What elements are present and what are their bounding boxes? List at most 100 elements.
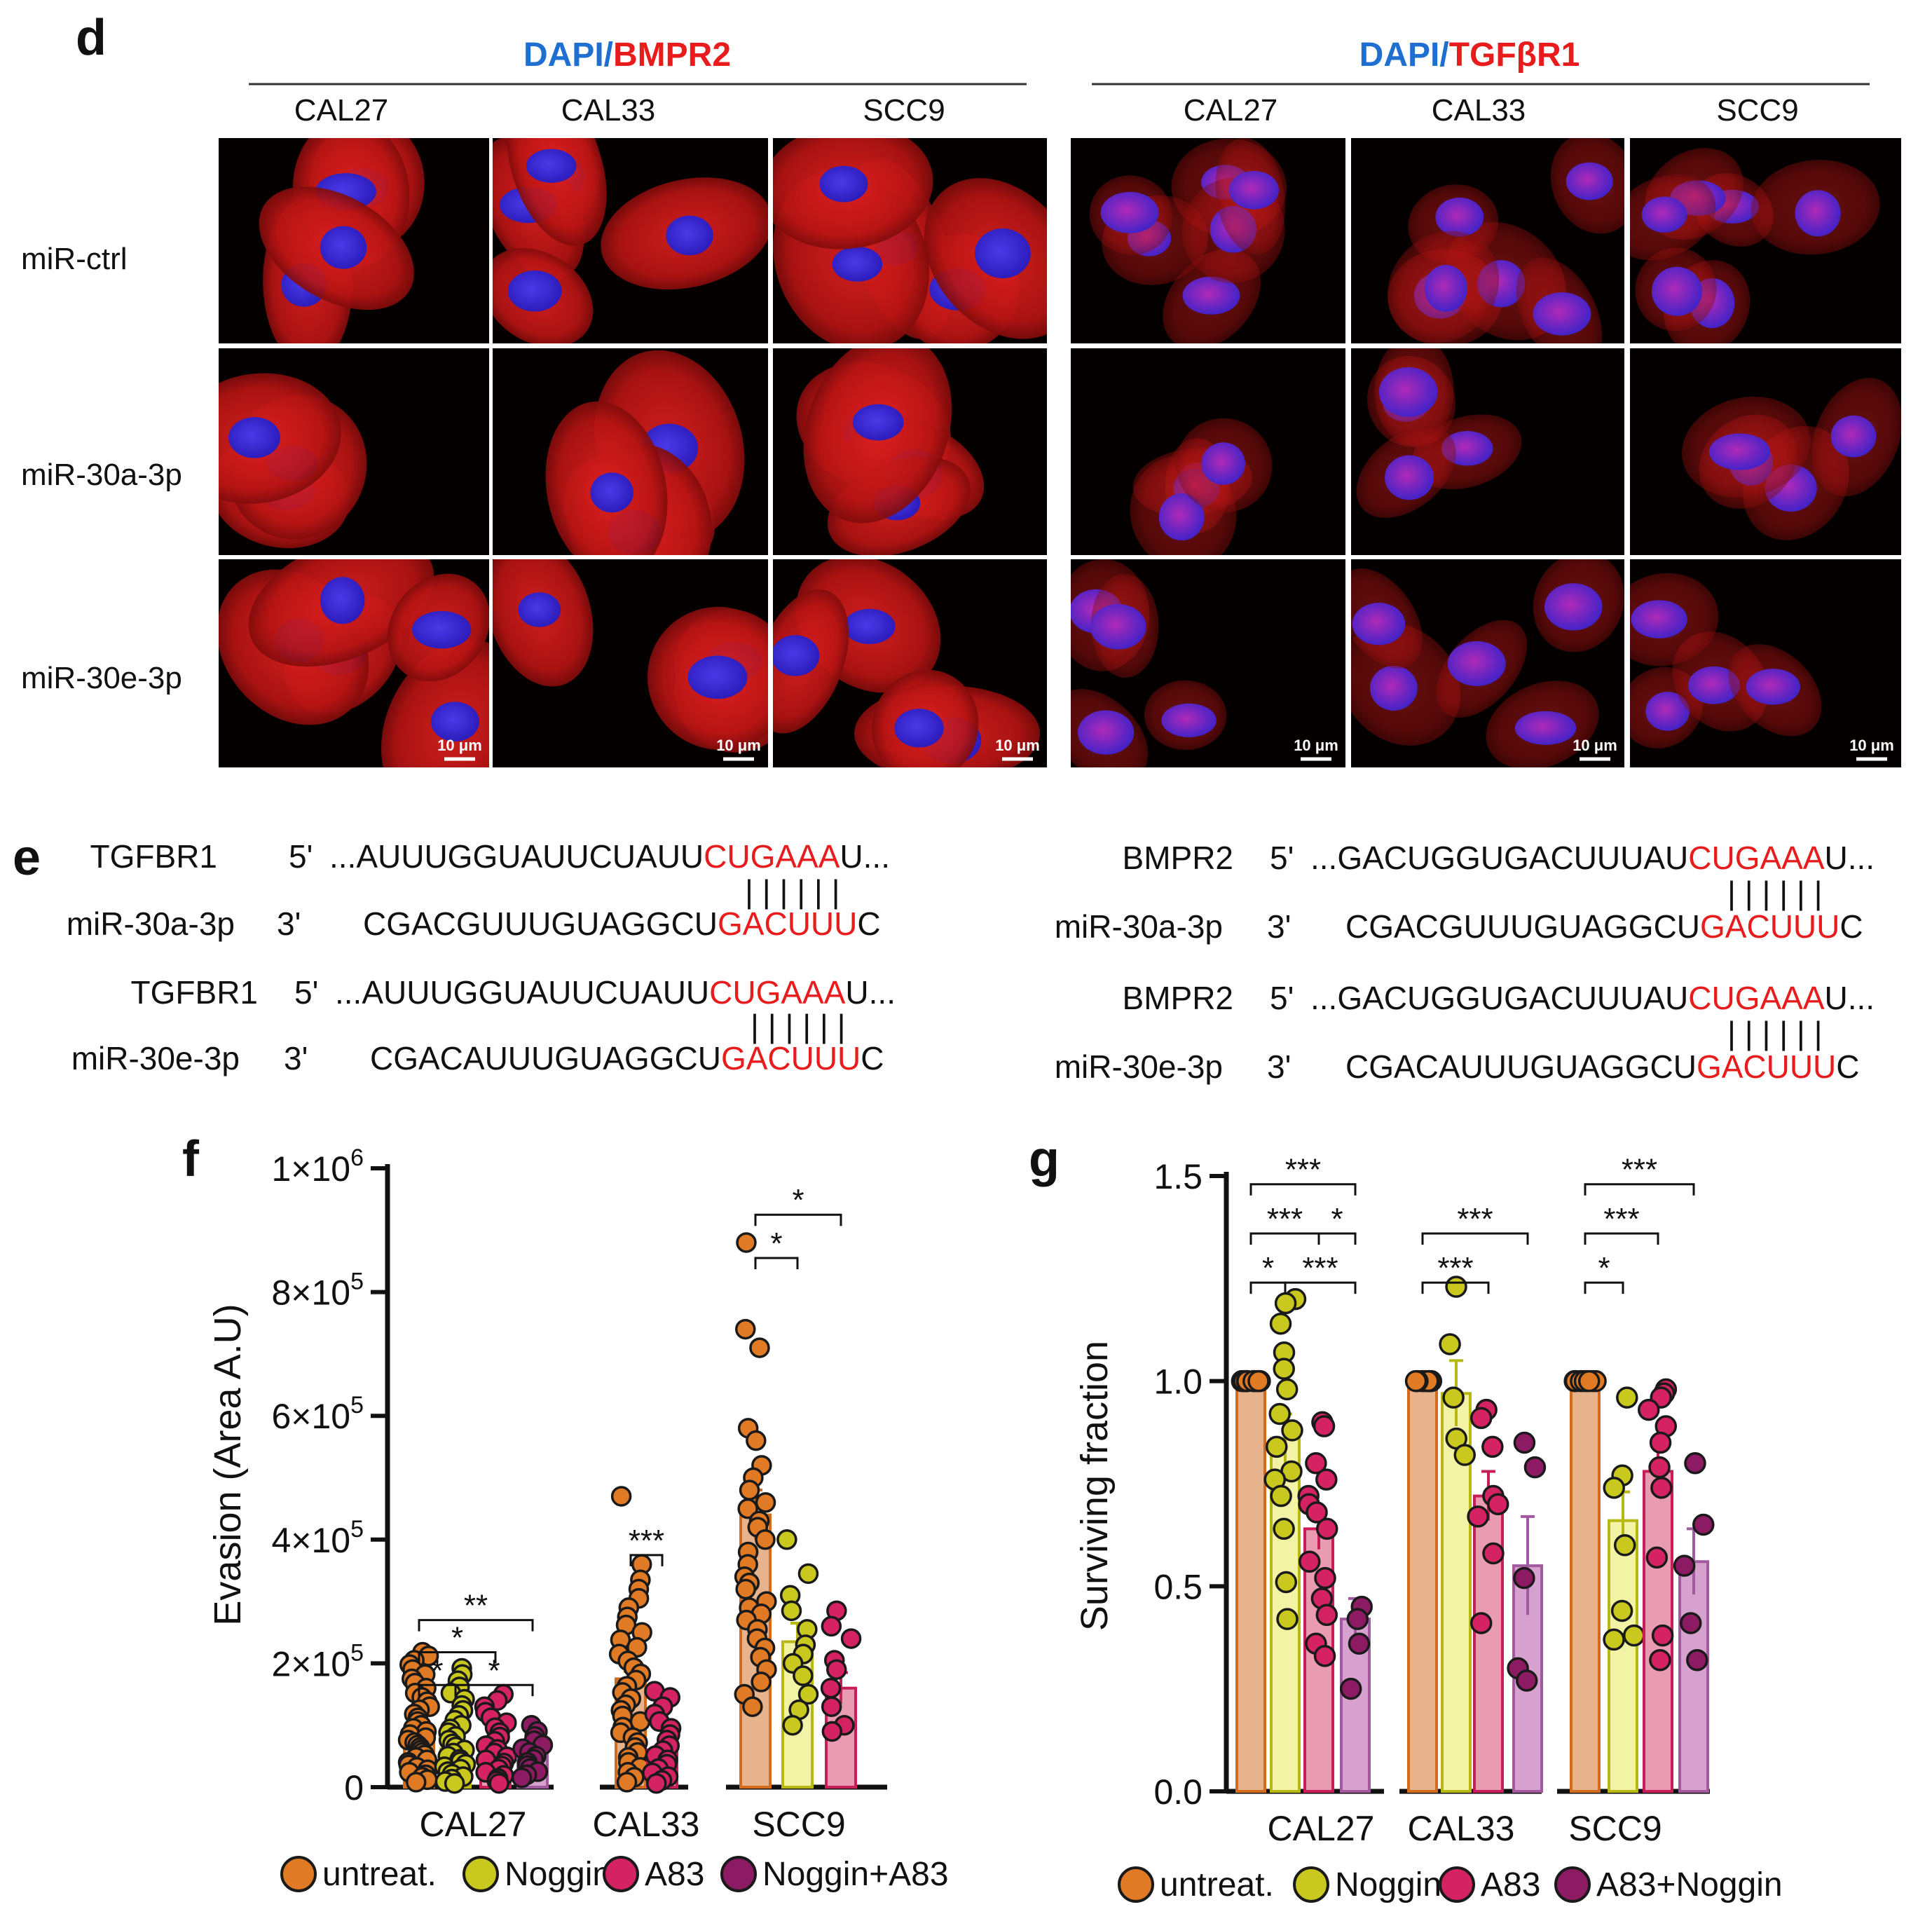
data-point: [1281, 1419, 1303, 1442]
column-label: CAL27: [294, 93, 389, 128]
data-point: [1622, 1624, 1645, 1647]
data-point: [616, 1772, 638, 1793]
cell-nucleus: [1708, 433, 1771, 470]
scale-bar-label: 10 μm: [1294, 737, 1338, 754]
significance-label: ***: [1267, 1202, 1303, 1236]
alignment-block: BMPR2 5' ...GACUGGUGACUUUAUCUGAAAU... | …: [1055, 840, 1875, 945]
bar: [1678, 1560, 1709, 1793]
data-point: [1481, 1435, 1504, 1458]
significance-label: *: [451, 1621, 463, 1655]
significance-bracket: [1317, 1232, 1357, 1245]
cell-nucleus: [1090, 603, 1146, 650]
data-point: [746, 1430, 767, 1451]
bar: [1235, 1379, 1266, 1793]
legend-label: A83: [1481, 1866, 1540, 1903]
cell-nucleus: [1078, 710, 1135, 755]
micrograph-tile: [219, 348, 489, 555]
cell-nucleus: [518, 592, 561, 627]
micrograph-content: [1356, 348, 1522, 518]
data-point: [1348, 1632, 1371, 1655]
data-point: [1651, 1624, 1674, 1647]
cell-nucleus: [1378, 367, 1438, 417]
data-point: [1603, 1628, 1625, 1651]
data-point: [1649, 1648, 1671, 1672]
y-tick-label: 1.5: [1153, 1157, 1203, 1196]
chart-g: 0.0 0.5 1.0 1.5 Surviving fraction CAL27 CAL33…: [1074, 1153, 1783, 1903]
legend-label: A83+Noggin: [1596, 1866, 1783, 1903]
legend-swatch: [1439, 1866, 1475, 1903]
gene-sequence: ...AUUUGGUAUUCUAUUCUGAAAU...: [335, 974, 896, 1011]
significance-bracket: [754, 1257, 799, 1270]
micrograph-content: [493, 559, 768, 753]
data-point: [1273, 1358, 1295, 1380]
data-point: [1577, 1369, 1601, 1393]
data-point: [1276, 1608, 1299, 1630]
data-point: [1306, 1501, 1328, 1524]
panel-g-letter: g: [1029, 1131, 1060, 1187]
cell-nucleus: [1100, 191, 1159, 233]
cell-nucleus: [228, 417, 281, 458]
data-point: [1274, 1292, 1297, 1315]
gene-end: 5': [1270, 840, 1294, 876]
significance-bracket: [418, 1651, 497, 1664]
y-tick-label: 0.5: [1153, 1567, 1203, 1606]
micrograph-tile: [773, 138, 1047, 343]
legend-swatch: [720, 1856, 757, 1892]
data-point: [406, 1772, 427, 1793]
significance-label: ***: [1457, 1202, 1493, 1236]
mirna-name: miR-30a-3p: [1055, 908, 1223, 945]
data-point: [1314, 1566, 1336, 1590]
data-point: [1684, 1451, 1706, 1475]
mirna-name: miR-30e-3p: [71, 1040, 240, 1076]
micrograph-tile: [219, 138, 489, 343]
micrograph-content: [1630, 148, 1880, 343]
bar: [1473, 1494, 1504, 1793]
y-axis-label: Surviving fraction: [1074, 1341, 1116, 1631]
data-point: [1266, 1435, 1288, 1458]
data-point: [1298, 1550, 1321, 1573]
gene-name: TGFBR1: [131, 974, 258, 1011]
data-point: [781, 1600, 802, 1622]
cell-nucleus: [507, 270, 562, 312]
legend-label: untreat.: [322, 1856, 437, 1893]
data-point: [797, 1563, 819, 1585]
x-category-label: CAL27: [1268, 1809, 1375, 1848]
significance-bracket: [1421, 1281, 1490, 1294]
row-label: miR-30e-3p: [21, 661, 182, 695]
significance-bracket: [454, 1683, 534, 1697]
significance-label: *: [431, 1653, 443, 1688]
seed-match: CUGAAA: [1688, 980, 1825, 1016]
micrograph-content: [1351, 559, 1624, 767]
scale-bar-label: 10 μm: [995, 737, 1040, 754]
gene-end: 5': [1270, 980, 1294, 1016]
bar: [1608, 1519, 1638, 1793]
data-point: [755, 1492, 776, 1513]
data-point: [1315, 1468, 1338, 1491]
seed-match: GACUUU: [1700, 908, 1839, 945]
data-point: [1270, 1484, 1292, 1508]
data-point: [1649, 1431, 1672, 1454]
significance-label: **: [464, 1589, 488, 1623]
alignment-block: BMPR2 5' ...GACUGGUGACUUUAUCUGAAAU... | …: [1055, 980, 1875, 1085]
data-point: [1313, 1415, 1336, 1437]
significance-bracket: [1584, 1183, 1695, 1196]
y-tick-label: 4×105: [271, 1516, 364, 1560]
significance-bracket: [418, 1619, 534, 1632]
data-point: [1648, 1456, 1671, 1479]
x-category-label: CAL27: [420, 1805, 527, 1844]
data-point: [736, 1232, 757, 1253]
gene-name: BMPR2: [1123, 840, 1233, 876]
scale-bar-label: 10 μm: [1573, 737, 1617, 754]
cell-nucleus: [1424, 264, 1467, 312]
y-tick-label: 2×105: [271, 1639, 364, 1683]
x-category-label: SCC9: [1568, 1809, 1662, 1848]
data-point: [1275, 1378, 1299, 1401]
data-point: [821, 1721, 843, 1742]
cell-nucleus: [1795, 190, 1841, 237]
data-point: [1650, 1477, 1673, 1499]
seed-match: GACUUU: [718, 905, 857, 942]
significance-label: *: [792, 1183, 804, 1217]
gene-sequence: ...GACUGGUGACUUUAUCUGAAAU...: [1310, 980, 1875, 1016]
mirna-sequence: CGACGUUUGUAGGCUGACUUUC: [363, 905, 881, 942]
